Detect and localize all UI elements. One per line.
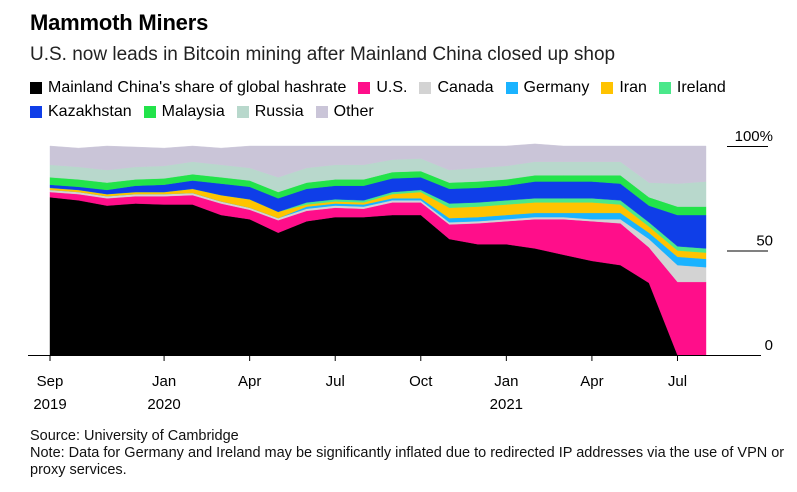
legend-swatch [30,82,42,94]
x-tick-year-label: 2020 [147,396,180,413]
legend-item-germany: Germany [505,77,590,99]
y-tick-label: 0 [765,337,773,354]
chart-title: Mammoth Miners [30,10,209,35]
legend-swatch [358,82,371,94]
legend-label: Ireland [676,79,726,96]
x-tick-year-label: 2021 [490,396,523,413]
x-tick-label: Apr [580,373,603,390]
legend-swatch [505,82,518,94]
legend-item-mainland-china-s-share-of-global-hashrate: Mainland China's share of global hashrat… [30,77,346,99]
legend-item-iran: Iran [601,77,647,99]
legend-label: Russia [254,103,304,120]
x-tick-label: Jul [668,373,687,390]
legend-item-kazakhstan: Kazakhstan [30,101,132,123]
legend-item-russia: Russia [236,101,304,123]
legend-swatch [30,106,42,118]
y-tick-label: 50 [756,233,773,250]
legend-swatch [143,106,156,118]
legend-label: U.S. [376,79,408,96]
x-tick-year-label: 2019 [33,396,66,413]
legend-label: Mainland China's share of global hashrat… [48,79,347,96]
data-note: Note: Data for Germany and Ireland may b… [30,445,785,478]
legend-swatch [601,82,614,94]
x-tick-label: Jul [326,373,345,390]
legend-swatch [419,82,432,94]
legend-label: Other [333,103,374,120]
x-tick-label: Apr [238,373,261,390]
legend-label: Canada [437,79,494,96]
legend-item-malaysia: Malaysia [143,101,225,123]
legend-item-u-s: U.S. [358,77,407,99]
chart-footer: Source: University of Cambridge Note: Da… [30,428,790,479]
legend-swatch [236,106,249,118]
legend-label: Malaysia [161,103,225,120]
chart-legend: Mainland China's share of global hashrat… [30,77,750,125]
x-tick-label: Sep [37,373,64,390]
legend-item-other: Other [315,101,374,123]
legend-item-canada: Canada [419,77,494,99]
y-tick-label: 100% [735,128,773,145]
x-tick-label: Jan [494,373,518,390]
chart-subtitle: U.S. now leads in Bitcoin mining after M… [30,44,616,65]
legend-label: Kazakhstan [48,103,132,120]
area-other [49,143,707,184]
legend-swatch [658,82,671,94]
x-tick-label: Oct [409,373,433,390]
legend-item-ireland: Ireland [658,77,726,99]
legend-label: Germany [523,79,590,96]
x-tick-label: Jan [152,373,176,390]
legend-swatch [315,106,328,118]
source-note: Source: University of Cambridge [30,428,239,444]
legend-label: Iran [619,79,647,96]
